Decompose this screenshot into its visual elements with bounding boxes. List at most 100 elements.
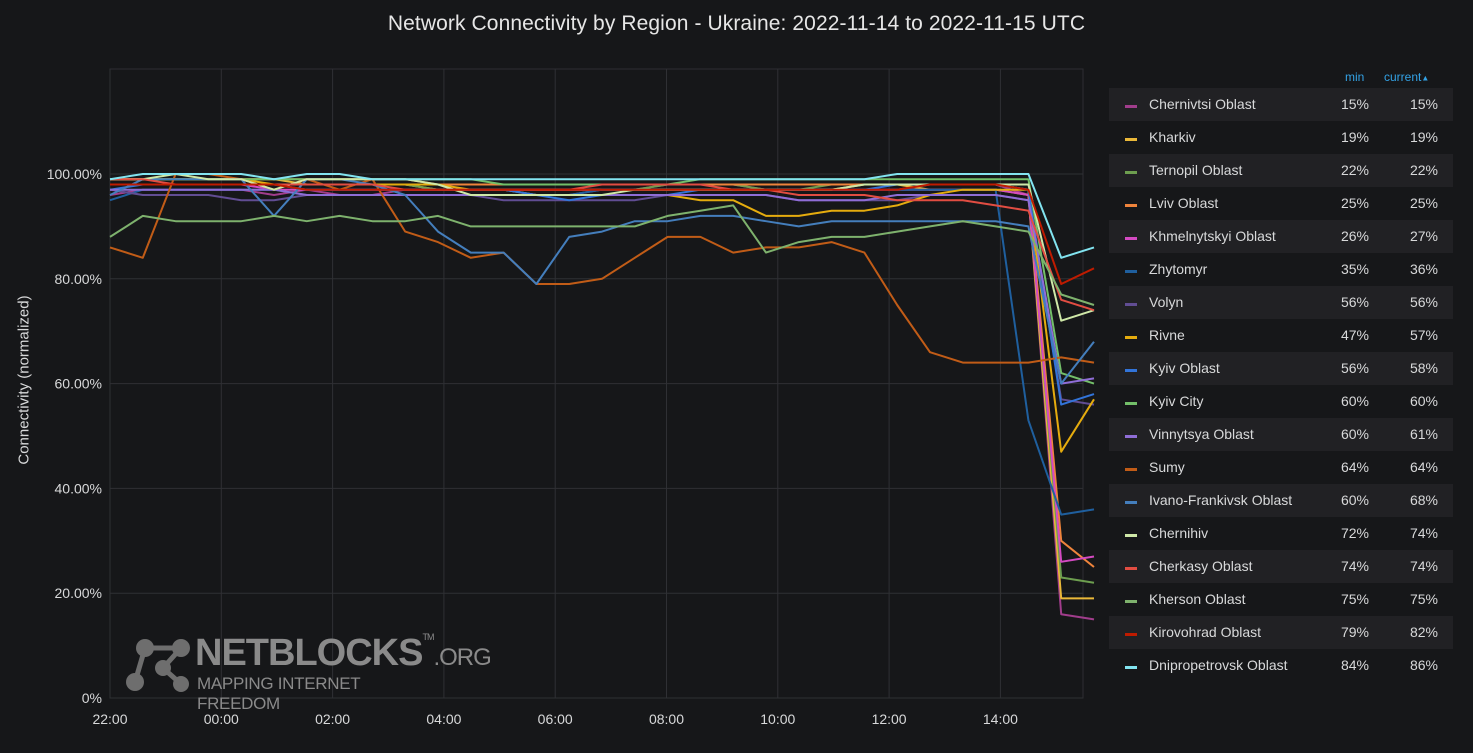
y-tick-label: 40.00% bbox=[55, 480, 102, 496]
y-tick-labels: 0% 20.00% 40.00% 60.00% 80.00% 100.00% bbox=[47, 166, 102, 706]
legend-current-value: 15% bbox=[1409, 96, 1438, 112]
legend-table: min current▲ Chernivtsi Oblast 15% 15% Khar… bbox=[1109, 68, 1453, 682]
legend-min-value: 60% bbox=[1340, 393, 1369, 409]
legend-series-name[interactable]: Kyiv City bbox=[1149, 393, 1204, 409]
legend-min-value: 56% bbox=[1340, 294, 1369, 310]
legend-swatch bbox=[1125, 501, 1137, 504]
legend-row[interactable]: Lviv Oblast 25% 25% bbox=[1109, 187, 1453, 220]
legend-sort-current[interactable]: current▲ bbox=[1384, 70, 1430, 84]
series-line-sumy bbox=[109, 173, 1095, 364]
y-axis-label: Connectivity (normalized) bbox=[15, 295, 33, 465]
legend-current-value: 74% bbox=[1409, 525, 1438, 541]
legend-series-name[interactable]: Lviv Oblast bbox=[1149, 195, 1219, 211]
legend-sort-min[interactable]: min bbox=[1345, 70, 1365, 84]
legend-series-name[interactable]: Rivne bbox=[1149, 327, 1185, 343]
series-line-khmelnytskyi-oblast bbox=[110, 183, 1095, 563]
legend-swatch bbox=[1125, 303, 1137, 306]
legend-min-value: 22% bbox=[1340, 162, 1369, 178]
chart-title: Network Connectivity by Region - Ukraine… bbox=[387, 12, 1086, 35]
y-tick-label: 80.00% bbox=[55, 271, 102, 287]
legend-row[interactable]: Chernivtsi Oblast 15% 15% bbox=[1109, 88, 1453, 121]
legend-min-value: 64% bbox=[1340, 459, 1369, 475]
legend-swatch bbox=[1125, 270, 1137, 273]
legend-series-name[interactable]: Ivano-Frankivsk Oblast bbox=[1149, 492, 1293, 508]
x-tick-label: 00:00 bbox=[204, 711, 239, 727]
legend-min-value: 60% bbox=[1340, 426, 1369, 442]
logo-wordmark: NETBLOCKSTM.ORG bbox=[195, 632, 492, 674]
legend-series-name[interactable]: Kyiv Oblast bbox=[1149, 360, 1220, 376]
legend-current-value: 25% bbox=[1409, 195, 1438, 211]
legend-min-value: 56% bbox=[1340, 360, 1369, 376]
legend-series-name[interactable]: Kherson Oblast bbox=[1149, 591, 1246, 607]
legend-min-value: 60% bbox=[1340, 492, 1369, 508]
legend-current-value: 60% bbox=[1409, 393, 1438, 409]
x-tick-label: 04:00 bbox=[426, 711, 461, 727]
legend-swatch bbox=[1125, 567, 1137, 570]
chart-plot: 0% 20.00% 40.00% 60.00% 80.00% 100.00% 22:00 0… bbox=[47, 68, 1095, 727]
legend-header: min current▲ bbox=[1109, 68, 1453, 88]
legend-row[interactable]: Dnipropetrovsk Oblast 84% 86% bbox=[1109, 649, 1453, 682]
network-logo-icon bbox=[126, 639, 190, 692]
legend-current-value: 74% bbox=[1409, 558, 1438, 574]
legend-swatch bbox=[1125, 468, 1137, 471]
legend-series-name[interactable]: Kirovohrad Oblast bbox=[1149, 624, 1262, 640]
legend-row[interactable]: Ternopil Oblast 22% 22% bbox=[1109, 154, 1453, 187]
legend-row[interactable]: Cherkasy Oblast 74% 74% bbox=[1109, 550, 1453, 583]
x-tick-label: 10:00 bbox=[760, 711, 795, 727]
legend-min-value: 15% bbox=[1340, 96, 1369, 112]
legend-row[interactable]: Volyn 56% 56% bbox=[1109, 286, 1453, 319]
legend-row[interactable]: Kherson Oblast 75% 75% bbox=[1109, 583, 1453, 616]
series-line-kyiv-city bbox=[110, 178, 1095, 385]
legend-swatch bbox=[1125, 105, 1137, 108]
legend-current-value: 58% bbox=[1409, 360, 1438, 376]
legend-series-name[interactable]: Dnipropetrovsk Oblast bbox=[1149, 657, 1288, 673]
legend-min-value: 25% bbox=[1340, 195, 1369, 211]
legend-series-name[interactable]: Chernivtsi Oblast bbox=[1149, 96, 1256, 112]
legend-row[interactable]: Kharkiv 19% 19% bbox=[1109, 121, 1453, 154]
legend-row[interactable]: Kyiv Oblast 56% 58% bbox=[1109, 352, 1453, 385]
legend-series-name[interactable]: Chernihiv bbox=[1149, 525, 1209, 541]
legend-row[interactable]: Ivano-Frankivsk Oblast 60% 68% bbox=[1109, 484, 1453, 517]
y-tick-label: 0% bbox=[82, 690, 102, 706]
legend-current-value: 57% bbox=[1409, 327, 1438, 343]
legend-series-name[interactable]: Ternopil Oblast bbox=[1149, 162, 1243, 178]
legend-row[interactable]: Vinnytsya Oblast 60% 61% bbox=[1109, 418, 1453, 451]
legend-row[interactable]: Chernihiv 72% 74% bbox=[1109, 517, 1453, 550]
legend-min-value: 35% bbox=[1340, 261, 1369, 277]
y-tick-label: 60.00% bbox=[55, 376, 102, 392]
legend-series-name[interactable]: Kharkiv bbox=[1149, 129, 1196, 145]
legend-series-name[interactable]: Vinnytsya Oblast bbox=[1149, 426, 1254, 442]
legend-row[interactable]: Kirovohrad Oblast 79% 82% bbox=[1109, 616, 1453, 649]
legend-current-value: 19% bbox=[1409, 129, 1438, 145]
legend-series-name[interactable]: Zhytomyr bbox=[1149, 261, 1208, 277]
legend-swatch bbox=[1125, 534, 1137, 537]
x-tick-label: 22:00 bbox=[92, 711, 127, 727]
legend-swatch bbox=[1125, 402, 1137, 405]
legend-row[interactable]: Zhytomyr 35% 36% bbox=[1109, 253, 1453, 286]
legend-series-name[interactable]: Khmelnytskyi Oblast bbox=[1149, 228, 1276, 244]
legend-current-value: 36% bbox=[1409, 261, 1438, 277]
x-tick-labels: 22:00 00:00 02:00 04:00 06:00 08:00 10:00 12:00… bbox=[92, 711, 1018, 727]
legend-current-value: 86% bbox=[1409, 657, 1438, 673]
legend-min-value: 79% bbox=[1340, 624, 1369, 640]
legend-min-value: 19% bbox=[1340, 129, 1369, 145]
legend-swatch bbox=[1125, 633, 1137, 636]
series-lines bbox=[109, 173, 1095, 621]
legend-row[interactable]: Sumy 64% 64% bbox=[1109, 451, 1453, 484]
legend-current-value: 61% bbox=[1409, 426, 1438, 442]
legend-row[interactable]: Khmelnytskyi Oblast 26% 27% bbox=[1109, 220, 1453, 253]
legend-row[interactable]: Kyiv City 60% 60% bbox=[1109, 385, 1453, 418]
legend-swatch bbox=[1125, 237, 1137, 240]
legend-current-value: 27% bbox=[1409, 228, 1438, 244]
legend-series-name[interactable]: Cherkasy Oblast bbox=[1149, 558, 1253, 574]
legend-series-name[interactable]: Volyn bbox=[1149, 294, 1184, 310]
logo-tagline: MAPPING INTERNET FREEDOM bbox=[197, 674, 361, 713]
y-tick-label: 100.00% bbox=[47, 166, 102, 182]
series-line-kyiv-oblast bbox=[109, 183, 1095, 406]
y-tick-label: 20.00% bbox=[55, 585, 102, 601]
legend-current-value: 82% bbox=[1409, 624, 1438, 640]
series-line-zhytomyr bbox=[109, 188, 1095, 516]
legend-swatch bbox=[1125, 369, 1137, 372]
legend-row[interactable]: Rivne 47% 57% bbox=[1109, 319, 1453, 352]
legend-series-name[interactable]: Sumy bbox=[1149, 459, 1185, 475]
